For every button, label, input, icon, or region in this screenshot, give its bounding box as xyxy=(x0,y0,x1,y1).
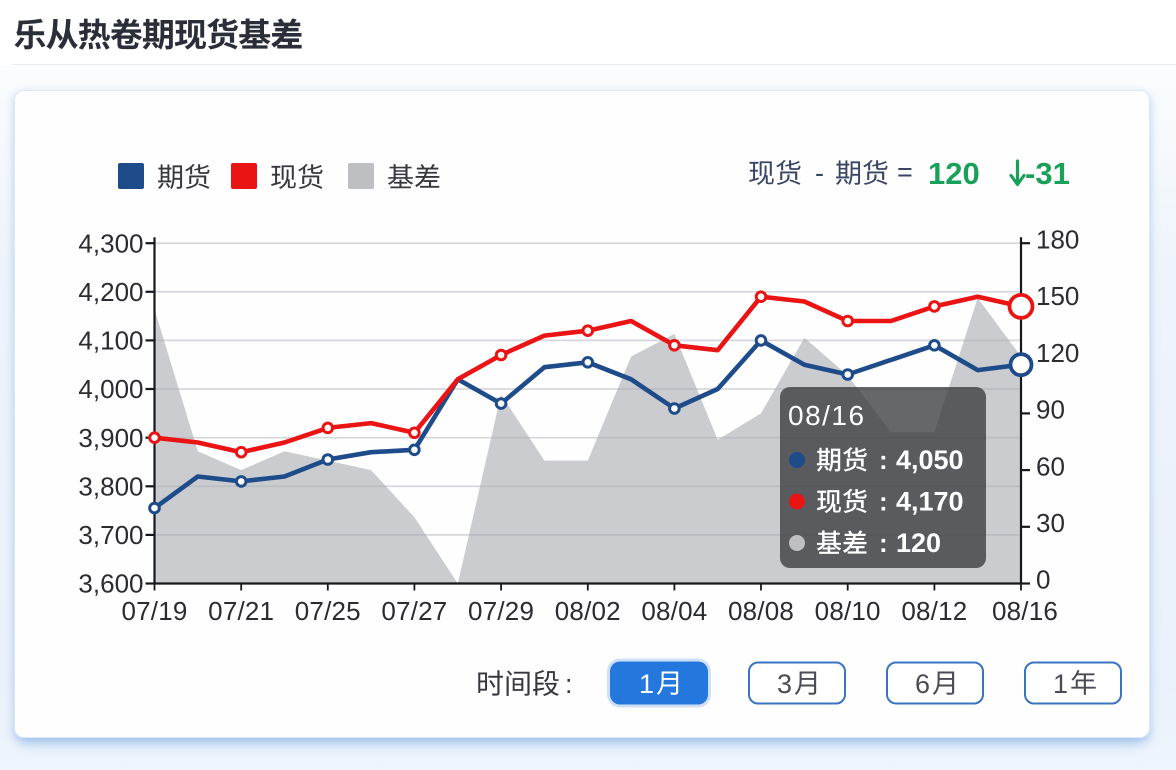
svg-text:-31: -31 xyxy=(1025,156,1070,191)
svg-text:0: 0 xyxy=(1036,565,1050,595)
svg-text:4,050: 4,050 xyxy=(896,445,964,475)
svg-text::: : xyxy=(879,487,888,517)
svg-text:08/16: 08/16 xyxy=(788,400,866,431)
svg-text:3,800: 3,800 xyxy=(78,471,143,501)
svg-text:07/29: 07/29 xyxy=(468,596,534,626)
svg-text:3,600: 3,600 xyxy=(78,569,143,599)
svg-text:4,100: 4,100 xyxy=(78,326,143,356)
svg-text:3,900: 3,900 xyxy=(78,423,143,453)
svg-text:150: 150 xyxy=(1036,281,1079,311)
svg-text:120: 120 xyxy=(928,156,980,191)
svg-text:3: 3 xyxy=(777,669,792,699)
svg-text:60: 60 xyxy=(1036,451,1065,481)
svg-text:07/19: 07/19 xyxy=(121,596,187,626)
svg-text:4,300: 4,300 xyxy=(78,228,143,258)
svg-text::: : xyxy=(879,528,888,558)
svg-text:08/12: 08/12 xyxy=(901,596,967,626)
svg-text:180: 180 xyxy=(1036,224,1079,254)
svg-text:=: = xyxy=(897,157,913,187)
svg-text::: : xyxy=(565,669,573,699)
svg-text:4,170: 4,170 xyxy=(896,487,964,517)
svg-text:6: 6 xyxy=(915,669,930,699)
svg-text:08/16: 08/16 xyxy=(992,596,1058,626)
svg-text:1: 1 xyxy=(639,669,654,699)
svg-text::: : xyxy=(879,445,888,475)
svg-text:08/08: 08/08 xyxy=(728,596,794,626)
svg-text:120: 120 xyxy=(1036,338,1079,368)
svg-text:1: 1 xyxy=(1053,669,1068,699)
svg-text:07/27: 07/27 xyxy=(381,596,447,626)
svg-text:3,700: 3,700 xyxy=(78,520,143,550)
svg-text:08/04: 08/04 xyxy=(641,596,707,626)
svg-text:08/10: 08/10 xyxy=(815,596,881,626)
svg-text:4,200: 4,200 xyxy=(78,277,143,307)
svg-text:30: 30 xyxy=(1036,508,1065,538)
svg-text:07/25: 07/25 xyxy=(295,596,361,626)
svg-text:4,000: 4,000 xyxy=(78,374,143,404)
svg-text:07/21: 07/21 xyxy=(208,596,274,626)
svg-text:120: 120 xyxy=(896,528,941,558)
svg-text:-: - xyxy=(815,158,824,188)
svg-text:08/02: 08/02 xyxy=(555,596,621,626)
svg-text:90: 90 xyxy=(1036,395,1065,425)
